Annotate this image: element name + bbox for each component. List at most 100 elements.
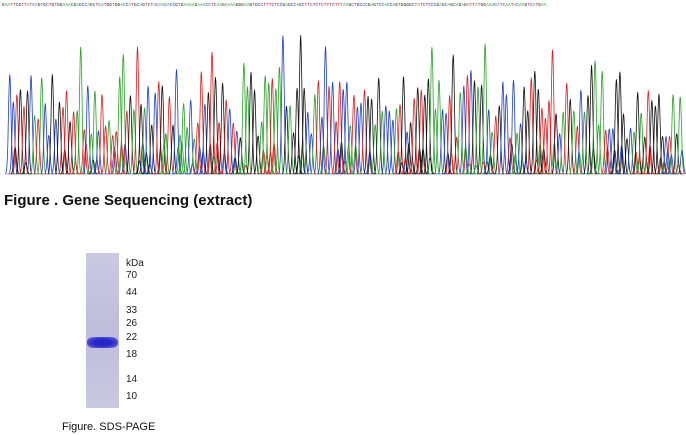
marker-label: 10 [126,391,138,402]
trace-peak [93,130,104,175]
trace-peak [377,111,388,175]
trace-peak [317,116,327,175]
chromatogram [4,35,686,175]
trace-peak [427,47,437,175]
trace-peak [173,145,183,175]
trace-peak [40,103,51,175]
trace-peak [505,137,515,175]
trace-peak [68,111,79,175]
trace-peak [320,46,331,175]
trace-peak [196,71,207,175]
trace-peak [29,115,40,175]
trace-peak [579,111,590,175]
trace-peak [139,107,150,175]
trace-peak [217,82,228,175]
trace-peak [517,159,528,175]
trace-peak [576,89,586,175]
trace-peak [274,66,285,175]
trace-peak [157,85,168,175]
trace-peak [547,49,558,175]
trace-peak [675,96,686,175]
trace-peak [657,136,668,175]
trace-peak [150,92,160,175]
trace-peak [22,90,33,175]
gene-caption: Figure . Gene Sequencing (extract) [4,192,253,209]
trace-peak [444,95,455,175]
trace-peak [601,130,611,175]
trace-peak [663,149,673,175]
trace-peak [458,85,469,175]
trace-peak [302,111,313,175]
trace-peak [673,164,684,175]
gel-caption: Figure. SDS-PAGE [62,421,156,433]
trace-peak [249,89,260,175]
trace-peak [146,124,157,175]
trace-peak [602,146,613,175]
trace-peak [373,77,384,175]
trace-peak [664,136,675,175]
trace-peak [632,92,643,175]
trace-peak [104,120,114,175]
trace-peak [267,78,278,175]
trace-peak [237,161,247,175]
trace-peak [26,75,36,175]
trace-peak [537,108,547,175]
trace-peak [640,136,650,175]
marker-label: 33 [126,305,138,316]
trace-peak [593,124,604,175]
trace-peak [398,76,409,175]
trace-peak [519,86,530,175]
trace-peak [168,124,178,175]
trace-peak [473,86,483,175]
trace-peak [622,137,632,175]
trace-peak [125,95,136,175]
trace-peak [672,133,682,175]
trace-peak [159,142,169,175]
trace-peak [271,88,281,175]
trace-peak [405,122,416,175]
trace-peak [521,160,531,175]
gel-band [87,337,118,348]
trace-peak [487,131,497,175]
trace-peak [234,165,244,175]
marker-label: 44 [126,287,138,298]
trace-peak [483,109,494,175]
trace-peak [423,78,434,175]
trace-peak [109,146,120,175]
trace-peak [471,165,481,175]
trace-peak [341,81,352,175]
trace-peak [494,105,505,175]
trace-peak [36,77,47,175]
trace-peak [79,129,89,175]
trace-peak [531,159,542,175]
trace-peak [540,118,551,175]
trace-peak [281,106,292,175]
trace-peak [416,89,427,175]
trace-peak [590,60,600,175]
trace-peak [33,118,43,175]
trace-peak [551,113,561,175]
trace-peak [618,113,629,175]
gel-unit: kDa [126,258,144,269]
trace-peak [118,54,129,175]
trace-peak [241,165,251,175]
trace-peak [572,125,583,175]
trace-peak [265,152,276,175]
trace-peak [608,128,618,175]
trace-peak [597,70,608,175]
trace-peak [668,94,678,175]
trace-peak [586,65,597,175]
trace-peak [129,109,139,175]
trace-peak [228,122,238,175]
trace-peak [643,90,654,175]
trace-peak [343,143,354,175]
trace-peak [558,111,568,175]
trace-peak [452,136,462,175]
trace-peak [72,110,82,175]
trace-peak [44,135,54,175]
trace-peak [51,119,61,175]
trace-peak [306,133,316,175]
trace-peak [430,108,441,175]
trace-peak [58,106,68,175]
